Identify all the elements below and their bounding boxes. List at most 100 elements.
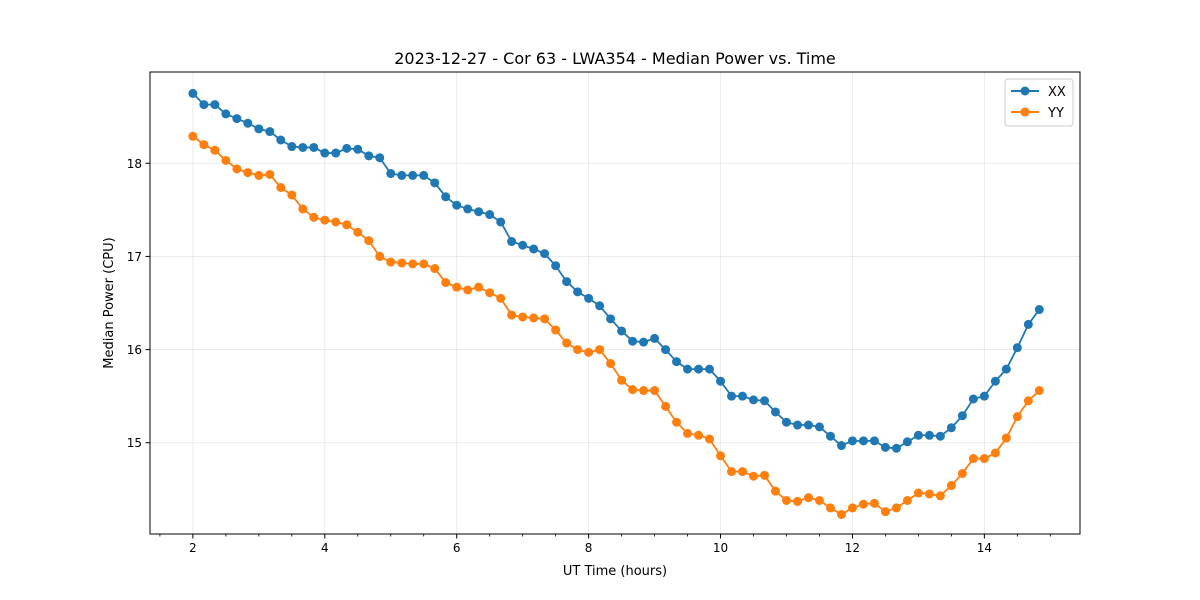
series-yy-point [375,251,385,261]
chart-title: 2023-12-27 - Cor 63 - LWA354 - Median Po… [394,49,836,68]
series-yy-point [408,259,418,269]
grid [150,72,1080,534]
series-yy-point [485,288,495,298]
series-yy-point [1034,386,1044,396]
series-yy-point [727,467,737,477]
series-yy-point [320,215,330,225]
series-yy-point [518,312,528,322]
series-xx-point [408,170,418,180]
series-xx-point [880,442,890,452]
y-axis-label: Median Power (CPU) [102,237,117,368]
series-xx-point [584,293,594,303]
series-yy-point [584,347,594,357]
series-xx-point [309,142,319,152]
series-yy-point [979,454,989,464]
series-xx-point [386,169,396,179]
legend-xx-marker [1020,86,1030,96]
series-xx-point [968,394,978,404]
series-xx-point [760,396,770,406]
series-xx-point [397,170,407,180]
series-xx-point [935,431,945,441]
series-yy-point [441,278,451,288]
series-yy-point [639,386,649,396]
series-xx-point [793,420,802,430]
series-xx-point [595,301,605,311]
series-xx-point [485,210,495,220]
series-yy-point [946,481,956,491]
series-yy-point [836,509,846,519]
series-yy-point [276,183,286,192]
series-xx-point [430,178,440,188]
series-xx-point [474,207,484,217]
series-xx-point [913,430,923,440]
y-tick-label: 15 [127,436,142,450]
series-yy-point [924,489,934,499]
series-xx-point [232,114,242,124]
axis-ticks: 2 4 6 8 10 12 14 15 16 17 18 [127,157,1051,555]
series-xx-point [199,100,209,110]
series-xx-point [946,423,956,433]
series-yy-point [463,285,473,295]
series-xx-point [979,391,989,401]
series-xx-point [825,431,835,441]
series-xx-point [902,437,912,447]
series-yy-point [968,454,978,464]
series-yy-point [650,386,660,396]
series-xx-point [463,204,473,214]
series-xx-point [320,148,330,158]
series-yy-point [825,503,835,513]
series-xx-point [507,237,517,247]
series-xx-point [781,417,791,427]
series-yy-point [353,227,363,237]
series-xx-point [265,127,275,137]
series-layer [188,88,1044,519]
series-yy-point [847,503,857,513]
series-yy-point [529,313,539,323]
series-yy-point [880,507,890,517]
series-yy-point [551,325,561,335]
y-tick-label: 17 [127,250,142,264]
series-xx-point [441,192,451,202]
series-xx-point [375,153,385,163]
series-yy-point [474,282,484,292]
series-yy-point [661,401,671,411]
series-yy-point [1001,433,1011,443]
series-xx-point [298,142,308,152]
series-xx-point [606,314,616,324]
series-yy-point [957,468,967,478]
series-xx-point [188,88,198,98]
series-xx-point [342,143,352,153]
series-yy-point [199,140,209,150]
series-xx-point [1001,364,1011,374]
series-xx-point [891,443,901,453]
series-yy-point [935,491,945,501]
series-xx-point [573,287,583,297]
series-xx-point [254,124,264,134]
x-tick-label: 4 [321,541,329,555]
series-xx-point [770,407,780,417]
series-xx-point [683,364,693,374]
series-xx-point [617,326,627,336]
series-yy-point [617,375,627,385]
series-yy-point [1023,396,1033,406]
series-xx-point [210,100,220,110]
series-yy [188,131,1044,519]
series-xx-point [331,148,341,158]
series-xx-point [628,336,638,346]
series-yy-point [606,359,616,369]
series-yy-point [309,212,319,222]
legend: XX YY [1004,78,1074,127]
series-xx-point [452,200,462,210]
series-yy-point [265,169,275,179]
series-xx-point [1012,343,1022,353]
series-xx-point [1034,305,1044,315]
series-xx-point [803,420,813,430]
x-axis-label: UT Time (hours) [563,564,667,579]
series-yy-point [891,503,901,513]
series-xx-point [957,411,967,421]
x-tick-label: 2 [189,541,197,555]
series-yy-point [540,314,550,324]
series-xx-point [727,391,737,401]
series-yy-point [243,168,253,178]
series-yy-point [595,345,605,355]
